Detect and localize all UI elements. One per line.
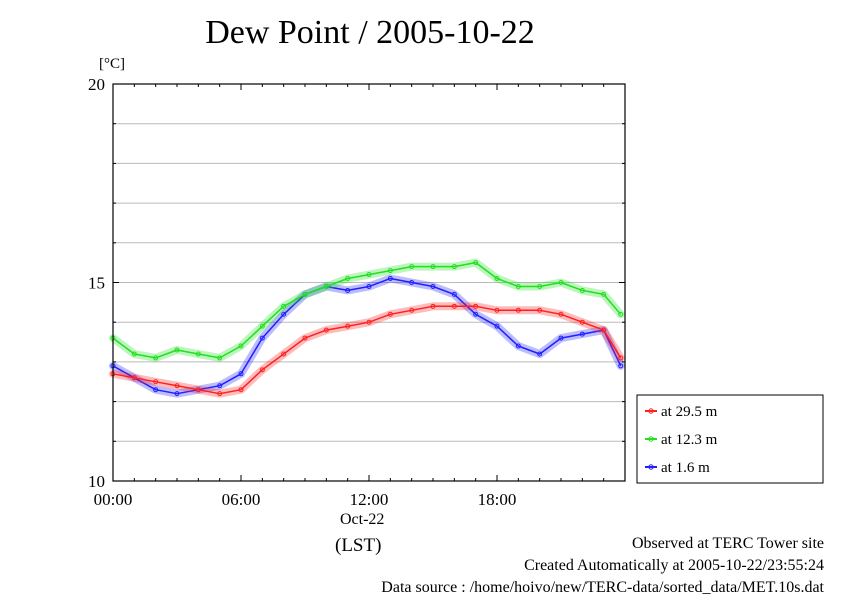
data-point	[323, 327, 329, 333]
data-point	[302, 291, 308, 297]
data-point	[601, 291, 607, 297]
data-point	[579, 287, 585, 293]
data-point	[451, 264, 457, 270]
data-point	[345, 287, 351, 293]
x-tick-label: 00:00	[94, 490, 133, 509]
legend: at 29.5 m at 12.3 m at 1.6 m	[636, 394, 824, 484]
data-point	[473, 303, 479, 309]
data-point	[281, 311, 287, 317]
data-point	[345, 276, 351, 282]
data-point	[366, 319, 372, 325]
legend-marker	[648, 464, 654, 470]
x-axis-date-label: Oct-22	[340, 511, 385, 528]
x-axis-timezone-label: (LST)	[335, 535, 382, 556]
legend-marker	[648, 436, 654, 442]
data-point	[281, 351, 287, 357]
data-point	[618, 355, 624, 361]
data-point	[281, 303, 287, 309]
series-line	[112, 277, 622, 395]
series-line	[112, 261, 622, 359]
data-point	[515, 283, 521, 289]
x-tick-label: 18:00	[478, 490, 517, 509]
data-point	[451, 303, 457, 309]
footer-site: Observed at TERC Tower site	[631, 535, 824, 552]
data-point	[174, 383, 180, 389]
footer-source: Data source : /home/hoivo/new/TERC-data/…	[381, 579, 824, 595]
chart-title: Dew Point / 2005-10-22	[205, 14, 535, 51]
data-point	[387, 276, 393, 282]
data-point	[558, 311, 564, 317]
data-point	[366, 272, 372, 278]
data-point	[387, 268, 393, 274]
data-point	[409, 280, 415, 285]
data-point	[618, 311, 624, 317]
data-point	[238, 343, 244, 349]
data-point	[153, 379, 159, 385]
data-point	[323, 283, 329, 289]
data-point	[409, 264, 415, 270]
data-point	[473, 260, 479, 266]
legend-label: at 12.3 m	[661, 432, 718, 448]
data-point	[515, 343, 521, 349]
y-tick-label: 20	[88, 75, 105, 94]
data-point	[259, 367, 265, 373]
data-point	[217, 391, 223, 397]
data-point	[618, 363, 624, 369]
footer-created: Created Automatically at 2005-10-22/23:5…	[524, 557, 824, 574]
data-point	[430, 283, 436, 289]
legend-box	[636, 394, 824, 484]
x-tick-label: 12:00	[350, 490, 389, 509]
data-point	[579, 331, 585, 337]
data-point	[259, 335, 265, 341]
y-tick-label: 10	[88, 472, 105, 491]
legend-marker	[648, 408, 654, 414]
y-tick-label: 15	[88, 274, 105, 293]
data-point	[409, 307, 415, 313]
data-point	[345, 323, 351, 329]
data-point	[387, 311, 393, 317]
data-point	[131, 375, 137, 381]
data-point	[430, 303, 436, 309]
data-point	[494, 276, 500, 282]
legend-label: at 1.6 m	[661, 460, 710, 476]
data-point	[174, 347, 180, 353]
data-point	[430, 264, 436, 270]
data-point	[259, 323, 265, 329]
data-point	[537, 351, 543, 357]
data-point	[601, 327, 607, 333]
data-point	[174, 391, 180, 397]
data-point	[217, 355, 223, 361]
grid-lines	[113, 123, 625, 442]
axes: 00:00 06:00 12:00 18:00 10 15 20	[88, 75, 626, 509]
data-point	[195, 351, 201, 357]
data-point	[238, 371, 244, 377]
data-point	[558, 280, 564, 285]
data-point	[302, 335, 308, 341]
data-point	[217, 383, 223, 389]
data-point	[537, 307, 543, 313]
data-point	[558, 335, 564, 341]
data-point	[473, 311, 479, 317]
data-point	[366, 283, 372, 289]
y-axis-unit-label: [°C]	[99, 56, 125, 72]
data-point	[451, 291, 457, 297]
data-point	[515, 307, 521, 313]
data-point	[153, 355, 159, 361]
x-tick-label: 06:00	[222, 490, 261, 509]
data-point	[238, 387, 244, 393]
legend-label: at 29.5 m	[661, 404, 718, 420]
data-point	[153, 387, 159, 393]
data-point	[195, 387, 201, 393]
data-point	[579, 319, 585, 325]
series-band	[109, 274, 625, 398]
series-group	[109, 258, 625, 398]
data-point	[131, 351, 137, 357]
data-point	[537, 283, 543, 289]
data-point	[494, 323, 500, 329]
series-line	[112, 305, 622, 395]
data-point	[494, 307, 500, 313]
